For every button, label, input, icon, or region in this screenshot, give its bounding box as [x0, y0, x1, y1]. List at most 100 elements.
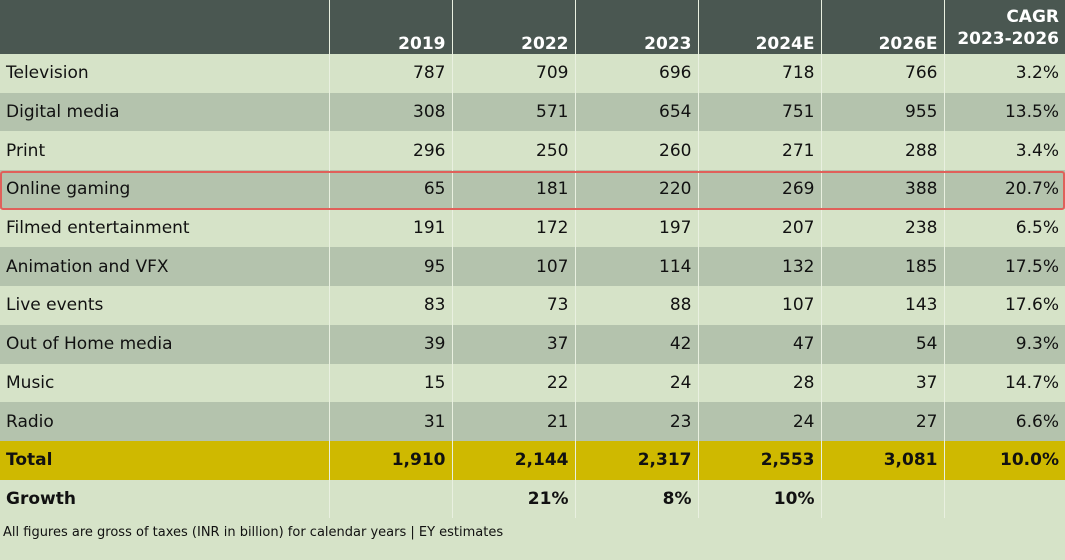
- cell-2026e: 37: [821, 363, 945, 403]
- row-label: Radio: [0, 402, 330, 441]
- cell-cagr: 3.4%: [1015, 140, 1059, 161]
- cell-2026e: 143: [821, 286, 945, 325]
- row-label: Animation and VFX: [0, 247, 330, 287]
- row-label: Television: [0, 54, 330, 93]
- header-2022: 2022: [452, 0, 576, 54]
- row-label: Filmed entertainment: [0, 208, 330, 248]
- cell-2019: 39: [329, 324, 453, 364]
- cell-2024e: 107: [698, 286, 822, 325]
- row-label: Growth: [0, 479, 330, 519]
- cell-2026e: 238: [821, 208, 945, 248]
- cell-2023: 696: [575, 54, 699, 93]
- cell-2022: 709: [452, 54, 576, 93]
- cell-2023: 24: [575, 363, 699, 403]
- cell-2022: 107: [452, 247, 576, 287]
- cell-cagr: 6.6%: [1015, 411, 1059, 432]
- row-label: Out of Home media: [0, 324, 330, 364]
- cell-cagr: 10.0%: [1000, 450, 1059, 471]
- row-label: Online gaming: [0, 170, 330, 209]
- row-label: Digital media: [0, 92, 330, 132]
- row-label: Music: [0, 363, 330, 403]
- header-2023: 2023: [575, 0, 699, 54]
- table-body: Television 787 709 696 718 766 3.2% Digital med…: [0, 54, 1065, 519]
- header-cagr: CAGR 2023-2026: [944, 0, 1065, 54]
- header-2019: 2019: [329, 0, 453, 54]
- cell-2022: 73: [452, 286, 576, 325]
- header-cagr-line1: CAGR: [1006, 7, 1059, 27]
- cell-2019: 83: [329, 286, 453, 325]
- cell-2022: 2,144: [452, 440, 576, 480]
- cell-2026e: 3,081: [821, 440, 945, 480]
- row-label: Print: [0, 131, 330, 171]
- cell-cagr: 9.3%: [1015, 334, 1059, 355]
- footnote: All figures are gross of taxes (INR in b…: [3, 525, 504, 540]
- header-2026e: 2026E: [821, 0, 945, 54]
- cell-2024e: 271: [698, 131, 822, 171]
- cell-2022: 21%: [452, 479, 576, 519]
- cell-2024e: 2,553: [698, 440, 822, 480]
- cell-2026e: [821, 479, 945, 519]
- cell-cagr: 20.7%: [1004, 179, 1059, 200]
- total-row: Total 1,910 2,144 2,317 2,553 3,081 10.0%: [0, 440, 1065, 480]
- cell-2026e: 766: [821, 54, 945, 93]
- cell-2023: 23: [575, 402, 699, 441]
- table-row: Television 787 709 696 718 766 3.2%: [0, 54, 1065, 93]
- table-row: Print 296 250 260 271 288 3.4%: [0, 131, 1065, 171]
- cell-cagr: [944, 480, 1065, 519]
- cell-2023: 88: [575, 286, 699, 325]
- cell-2019: 31: [329, 402, 453, 441]
- cell-2026e: 27: [821, 402, 945, 441]
- cell-cagr: 17.6%: [1004, 295, 1059, 316]
- header-cagr-line2: 2023-2026: [957, 29, 1059, 49]
- cell-2024e: 47: [698, 324, 822, 364]
- cell-2024e: 207: [698, 208, 822, 248]
- cell-2019: [329, 479, 453, 519]
- cell-2019: 296: [329, 131, 453, 171]
- cell-2024e: 718: [698, 54, 822, 93]
- cell-2019: 65: [329, 170, 453, 209]
- header-row: 2019 2022 2023 2024E 2026E CAGR 2023-2026: [0, 0, 1065, 54]
- cell-2019: 191: [329, 208, 453, 248]
- table-row: Radio 31 21 23 24 27 6.6%: [0, 402, 1065, 441]
- cell-2023: 2,317: [575, 440, 699, 480]
- cell-2019: 15: [329, 363, 453, 403]
- cell-2023: 260: [575, 131, 699, 171]
- cell-2026e: 955: [821, 92, 945, 132]
- table-row: Live events 83 73 88 107 143 17.6%: [0, 286, 1065, 325]
- table-row: Out of Home media 39 37 42 47 54 9.3%: [0, 324, 1065, 364]
- cell-2022: 22: [452, 363, 576, 403]
- cell-2023: 42: [575, 324, 699, 364]
- cell-2023: 654: [575, 92, 699, 132]
- cell-2022: 250: [452, 131, 576, 171]
- cell-2019: 95: [329, 247, 453, 287]
- cell-2024e: 751: [698, 92, 822, 132]
- cell-2026e: 388: [821, 170, 945, 209]
- cell-2019: 308: [329, 92, 453, 132]
- cell-2026e: 54: [821, 324, 945, 364]
- cell-2022: 37: [452, 324, 576, 364]
- table-row: Online gaming 65 181 220 269 388 20.7%: [0, 170, 1065, 209]
- cell-cagr: 3.2%: [1015, 63, 1059, 84]
- cell-2023: 220: [575, 170, 699, 209]
- cell-cagr: 14.7%: [1004, 372, 1059, 393]
- cell-2023: 197: [575, 208, 699, 248]
- cell-cagr: 6.5%: [1015, 218, 1059, 239]
- cell-2024e: 10%: [698, 479, 822, 519]
- row-label: Live events: [0, 286, 330, 325]
- cell-2023: 114: [575, 247, 699, 287]
- cell-2022: 571: [452, 92, 576, 132]
- cell-2026e: 288: [821, 131, 945, 171]
- media-entertainment-table: 2019 2022 2023 2024E 2026E CAGR 2023-2026…: [0, 0, 1065, 519]
- row-label: Total: [0, 440, 330, 480]
- cell-cagr: 17.5%: [1004, 256, 1059, 277]
- growth-row: Growth 21% 8% 10%: [0, 479, 1065, 519]
- cell-2022: 181: [452, 170, 576, 209]
- table-row: Music 15 22 24 28 37 14.7%: [0, 363, 1065, 403]
- cell-2024e: 132: [698, 247, 822, 287]
- cell-cagr: 13.5%: [1004, 102, 1059, 123]
- cell-2024e: 24: [698, 402, 822, 441]
- header-label: [0, 0, 330, 54]
- table-row: Digital media 308 571 654 751 955 13.5%: [0, 92, 1065, 132]
- table-row: Filmed entertainment 191 172 197 207 238 6.5%: [0, 208, 1065, 248]
- header-2024e: 2024E: [698, 0, 822, 54]
